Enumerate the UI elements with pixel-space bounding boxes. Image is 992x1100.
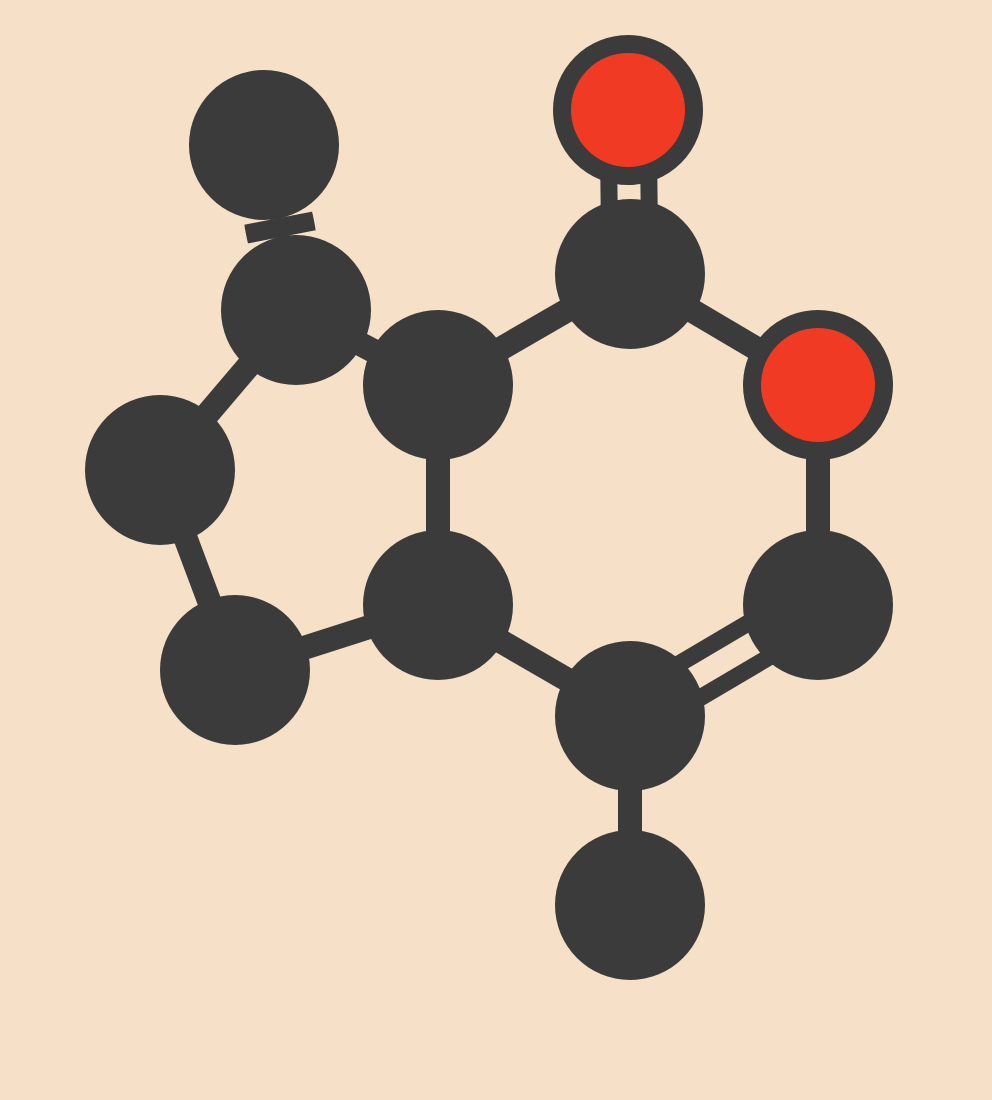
atom-carbon (189, 70, 339, 220)
atom-carbon (160, 595, 310, 745)
atom-carbon (363, 310, 513, 460)
molecule-diagram (0, 0, 992, 1100)
atom-carbon (363, 530, 513, 680)
atom-carbon (555, 199, 705, 349)
atom-carbon (555, 641, 705, 791)
atom-carbon (555, 830, 705, 980)
atom-carbon (743, 530, 893, 680)
atom-oxygen (752, 319, 884, 451)
atom-oxygen (562, 44, 694, 176)
atom-carbon (85, 395, 235, 545)
atom-carbon (221, 235, 371, 385)
